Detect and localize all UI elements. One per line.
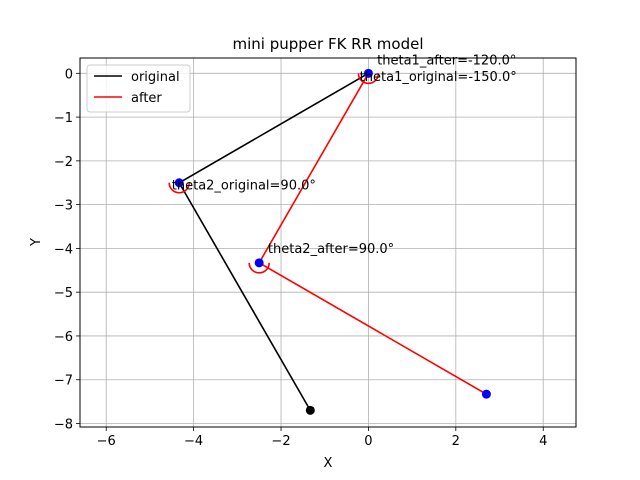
x-tick-label: 2	[452, 434, 460, 449]
y-tick-label: −7	[54, 374, 73, 389]
y-tick-label: −6	[54, 330, 73, 345]
x-axis-label: X	[324, 456, 333, 471]
joint-points	[174, 68, 491, 415]
joint-point	[174, 178, 184, 188]
joint-point	[305, 405, 315, 415]
y-axis-label: Y	[29, 238, 44, 247]
y-axis-ticks: 0 −1 −2 −3 −4 −5 −6 −7 −8	[54, 67, 80, 432]
angle-annotation: theta2_original=90.0°	[172, 178, 316, 193]
joint-point	[254, 258, 264, 268]
y-tick-label: −4	[54, 242, 73, 257]
angle-arc	[357, 73, 380, 85]
x-tick-label: −4	[184, 434, 203, 449]
x-tick-label: 4	[539, 434, 547, 449]
x-tick-label: −6	[97, 434, 116, 449]
legend-label-after: after	[131, 91, 162, 106]
y-tick-label: 0	[65, 67, 73, 82]
y-tick-label: −8	[54, 417, 73, 432]
x-tick-label: −2	[271, 434, 290, 449]
legend-label-original: original	[131, 70, 180, 85]
y-tick-label: −3	[54, 199, 73, 214]
angle-annotation: theta1_after=-120.0°	[377, 54, 516, 69]
plot-frame	[79, 57, 577, 428]
chart-title: mini pupper FK RR model	[232, 35, 423, 53]
y-tick-label: −1	[54, 111, 73, 126]
x-axis-ticks: −6 −4 −2 0 2 4	[97, 427, 547, 449]
y-tick-label: −5	[54, 286, 73, 301]
angle-arcs	[168, 73, 380, 274]
joint-point	[481, 389, 491, 399]
grid	[80, 58, 576, 427]
annotations: theta1_after=-120.0°theta1_original=-150…	[172, 54, 517, 257]
angle-arc	[248, 262, 270, 274]
y-tick-label: −2	[54, 155, 73, 170]
angle-annotation: theta1_original=-150.0°	[360, 70, 517, 85]
angle-annotation: theta2_after=90.0°	[268, 242, 394, 257]
joint-point	[363, 68, 373, 78]
legend: original after	[86, 64, 191, 113]
x-tick-label: 0	[364, 434, 372, 449]
angle-arc	[168, 182, 190, 194]
